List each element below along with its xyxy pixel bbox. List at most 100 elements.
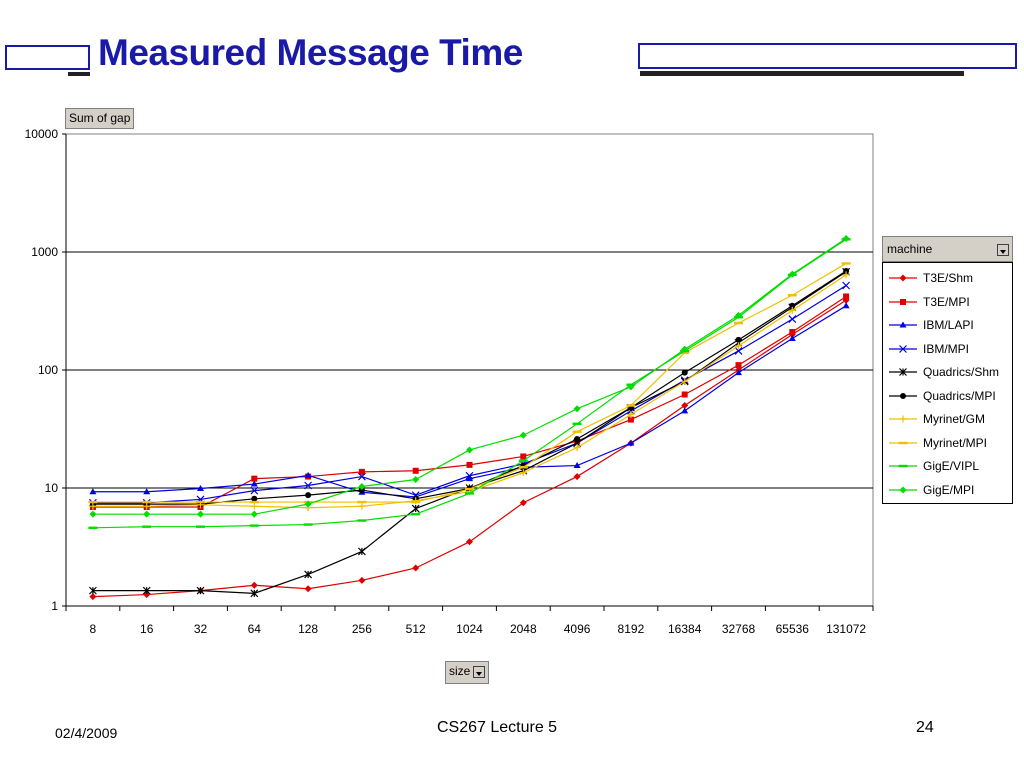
data-point <box>520 453 527 460</box>
legend-swatch <box>889 464 917 468</box>
data-point <box>519 431 527 439</box>
data-point <box>142 500 152 504</box>
data-point <box>303 523 313 526</box>
data-point <box>899 368 907 376</box>
chevron-down-icon[interactable] <box>997 244 1009 256</box>
x-tick-label: 32768 <box>722 622 756 636</box>
legend-item: T3E/Shm <box>883 269 1012 287</box>
series-gige-mpi <box>89 235 850 518</box>
data-point <box>626 404 636 407</box>
legend-swatch <box>889 344 917 353</box>
legend-item: Myrinet/MPI <box>883 434 1012 452</box>
data-point <box>142 586 151 595</box>
row-field-button[interactable]: size <box>445 661 490 684</box>
data-point <box>899 344 907 353</box>
x-tick-label: 32 <box>194 622 208 636</box>
data-point <box>734 347 743 355</box>
x-tick-label: 2048 <box>510 622 537 636</box>
data-point <box>900 392 906 399</box>
legend-item: IBM/MPI <box>883 340 1012 358</box>
data-point <box>250 589 259 598</box>
title-bar-right <box>638 43 1017 69</box>
data-point <box>519 469 527 477</box>
data-point <box>304 500 312 508</box>
data-field-button[interactable]: Sum of gap <box>65 108 135 129</box>
data-point <box>681 407 689 414</box>
data-point <box>88 586 97 595</box>
legend-item: GigE/MPI <box>883 481 1012 499</box>
data-point <box>250 502 258 510</box>
data-point <box>250 486 259 495</box>
chart-grid <box>65 133 874 607</box>
data-point <box>465 471 474 480</box>
legend-label: IBM/LAPI <box>923 318 974 332</box>
series-gige-vipl <box>88 238 851 529</box>
data-point <box>304 570 313 579</box>
data-point <box>842 235 850 243</box>
y-tick-label: 100 <box>38 363 58 377</box>
data-point <box>89 593 97 601</box>
y-tick-label: 1 <box>51 599 58 613</box>
data-point <box>411 504 420 513</box>
chart-series <box>88 235 851 601</box>
x-tick-label: 16 <box>140 622 154 636</box>
data-point <box>250 581 258 589</box>
legend-swatch <box>889 368 917 376</box>
data-point <box>305 492 312 499</box>
data-point <box>574 436 581 443</box>
data-point <box>88 526 98 529</box>
data-point <box>842 281 851 290</box>
legend-label: IBM/MPI <box>923 341 970 356</box>
data-point <box>196 500 205 504</box>
title-bar-left <box>5 45 90 70</box>
data-point <box>357 472 366 481</box>
data-point <box>842 271 850 279</box>
legend-swatch <box>889 274 917 282</box>
data-point <box>465 492 474 495</box>
data-point <box>627 416 634 423</box>
data-point <box>250 510 258 518</box>
data-point <box>789 328 796 335</box>
data-point <box>143 510 151 518</box>
data-point <box>899 415 907 423</box>
data-point <box>627 410 635 418</box>
data-point <box>249 500 259 504</box>
legend-label: T3E/MPI <box>923 294 970 309</box>
data-point <box>898 464 908 468</box>
data-point <box>466 446 473 454</box>
legend-field-button[interactable]: machine <box>882 236 1013 262</box>
y-tick-label: 10 <box>45 481 59 495</box>
data-point <box>466 538 473 546</box>
data-point <box>304 481 313 490</box>
data-point <box>466 475 473 482</box>
x-tick-label: 256 <box>352 622 372 636</box>
data-point <box>196 525 205 528</box>
legend-label: GigE/VIPL <box>923 459 980 473</box>
legend-item: GigE/VIPL <box>883 457 1012 475</box>
legend-swatch <box>889 392 917 399</box>
data-point <box>249 524 259 527</box>
x-tick-label: 64 <box>248 622 262 636</box>
slide-title: Measured Message Time <box>98 32 523 73</box>
data-point <box>681 377 689 385</box>
data-point <box>572 422 582 425</box>
x-tick-label: 8 <box>90 622 97 636</box>
data-point <box>88 500 98 504</box>
x-tick-label: 16384 <box>668 622 702 636</box>
data-point <box>627 439 635 446</box>
legend-item: T3E/MPI <box>883 293 1012 311</box>
data-point <box>788 306 796 314</box>
data-point <box>197 510 204 518</box>
data-point <box>627 383 635 391</box>
chevron-down-icon[interactable] <box>473 665 486 678</box>
data-point <box>735 362 742 369</box>
data-point <box>789 302 796 309</box>
data-point <box>899 486 907 493</box>
chart-legend: T3E/Shm T3E/MPI IBM/LAPI IBM/MPI Quadrics/Sh… <box>882 262 1013 504</box>
legend-label: Quadrics/Shm <box>923 365 1000 379</box>
data-point <box>358 576 366 584</box>
data-point <box>196 586 205 595</box>
data-point <box>412 476 420 484</box>
legend-swatch <box>889 415 917 423</box>
